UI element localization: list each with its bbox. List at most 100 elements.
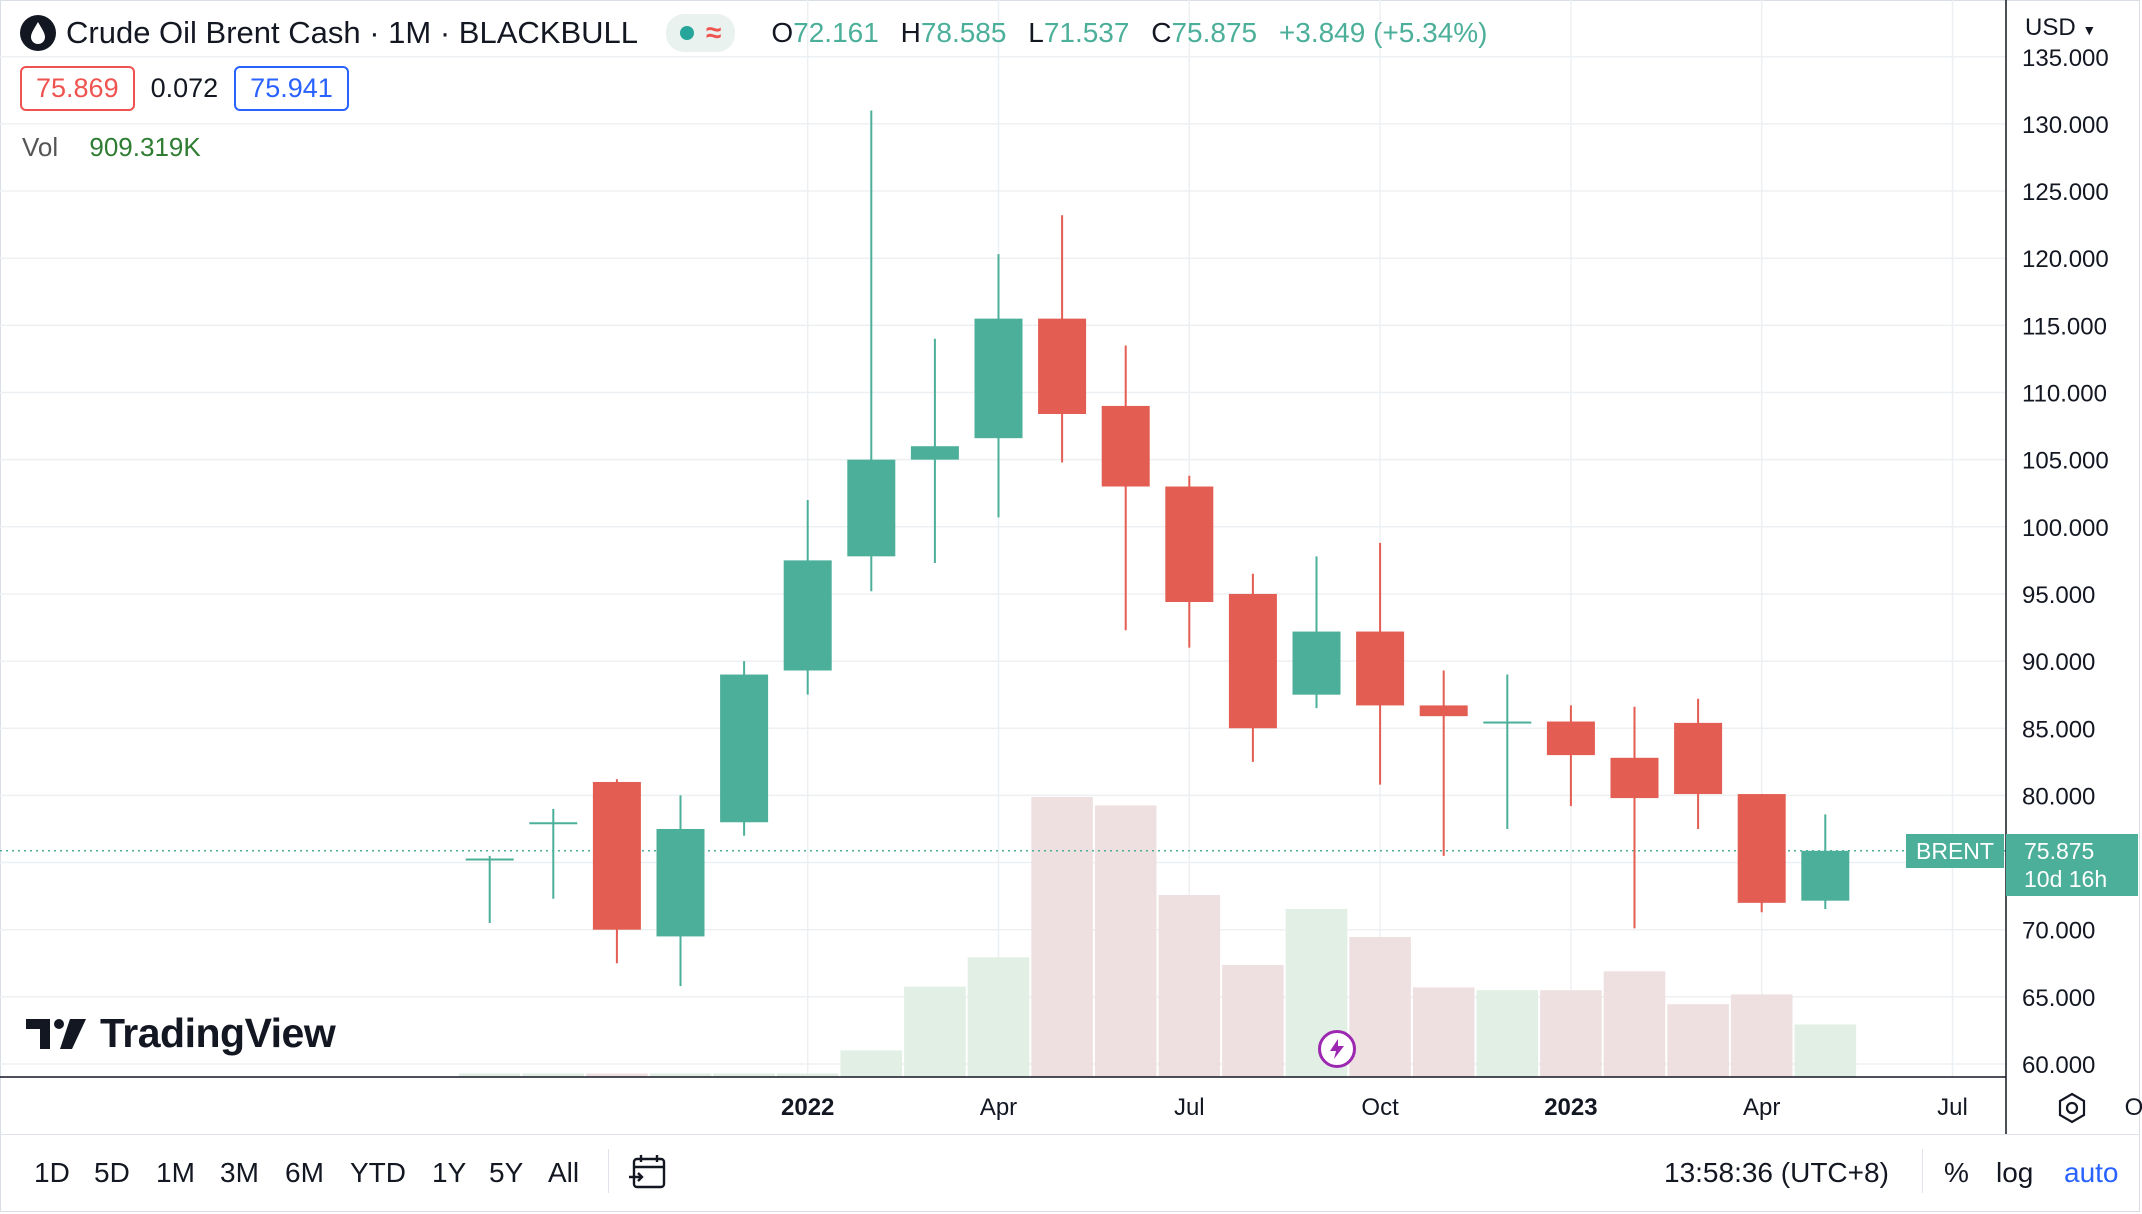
- candle-body: [1610, 757, 1659, 799]
- price-tick-label: 105.000: [2022, 448, 2109, 475]
- candle-body: [592, 781, 641, 930]
- timeframe-1y[interactable]: 1Y: [432, 1157, 467, 1188]
- log-scale-toggle[interactable]: log: [1996, 1157, 2034, 1188]
- volume-bar: [1222, 965, 1284, 1077]
- candle-body: [974, 318, 1023, 439]
- candle-body: [1101, 405, 1150, 487]
- candle-body: [783, 560, 832, 671]
- volume-bar: [967, 957, 1030, 1077]
- volume-bar: [1603, 971, 1666, 1077]
- candle-body: [1038, 318, 1087, 414]
- spread-value: 0.072: [150, 73, 219, 103]
- time-tick-label: Apr: [1743, 1094, 1780, 1121]
- date-range-calendar-icon[interactable]: [628, 1153, 670, 1193]
- price-tick-label: 100.000: [2022, 515, 2109, 542]
- currency-selector[interactable]: USD ▼: [2025, 14, 2096, 42]
- time-axis[interactable]: 2022AprJulOct2023AprJulOct2024: [781, 1094, 2142, 1121]
- time-tick-label: Apr: [980, 1094, 1017, 1121]
- sell-price-button[interactable]: 75.869: [20, 66, 135, 111]
- candle-body: [910, 446, 959, 460]
- bid-ask-panel: 75.869 0.072 75.941: [20, 66, 349, 111]
- candle-body: [529, 822, 578, 825]
- candle-body: [1292, 631, 1341, 695]
- ohlc-readout: O72.161 H78.585 L71.537 C75.875 +3.849 (…: [771, 17, 1488, 48]
- candlesticks: [465, 110, 1850, 987]
- currency-label: USD: [2025, 14, 2076, 41]
- volume-bar: [1476, 990, 1539, 1077]
- price-tick-label: 90.000: [2022, 649, 2095, 676]
- time-tick-label: 2022: [781, 1094, 834, 1121]
- price-tick-label: 120.000: [2022, 246, 2109, 273]
- volume-legend[interactable]: Vol 909.319K: [22, 132, 201, 163]
- toolbar-divider: [608, 1149, 609, 1193]
- candle-body: [1546, 721, 1595, 756]
- price-tick-label: 70.000: [2022, 918, 2095, 945]
- timeframe-6m[interactable]: 6M: [285, 1157, 324, 1188]
- time-tick-label: Oct: [2125, 1094, 2142, 1121]
- candle-body: [1356, 631, 1405, 706]
- volume-bar: [713, 1073, 775, 1077]
- candle-body: [1165, 486, 1214, 603]
- time-tick-label: Jul: [1174, 1094, 1205, 1121]
- toolbar-divider: [1922, 1149, 1923, 1193]
- candle-body: [720, 674, 769, 823]
- price-tick-label: 130.000: [2022, 112, 2109, 139]
- settings-gear-icon[interactable]: [2054, 1090, 2090, 1126]
- timeframe-5y[interactable]: 5Y: [489, 1157, 524, 1188]
- symbol-title[interactable]: Crude Oil Brent Cash · 1M · BLACKBULL: [66, 15, 638, 50]
- volume-bars: [458, 797, 1857, 1077]
- price-tick-label: 125.000: [2022, 179, 2109, 206]
- market-status-pill[interactable]: ≈: [666, 14, 736, 52]
- oil-drop-icon: [20, 15, 56, 51]
- buy-price-button[interactable]: 75.941: [234, 66, 349, 111]
- time-tick-label: Jul: [1937, 1094, 1968, 1121]
- candle-body: [465, 858, 514, 861]
- candle-body: [1228, 593, 1277, 729]
- candle-body: [1801, 850, 1850, 901]
- auto-scale-toggle[interactable]: auto: [2064, 1157, 2119, 1188]
- volume-bar: [458, 1073, 521, 1077]
- volume-bar: [1158, 895, 1221, 1077]
- price-tick-label: 85.000: [2022, 716, 2095, 743]
- timeframe-5d[interactable]: 5D: [94, 1157, 130, 1188]
- timeframe-1m[interactable]: 1M: [156, 1157, 195, 1188]
- volume-bar: [1794, 1024, 1857, 1077]
- price-tick-label: 60.000: [2022, 1052, 2095, 1079]
- price-tick-label: 80.000: [2022, 783, 2095, 810]
- timeframe-ytd[interactable]: YTD: [350, 1157, 406, 1188]
- price-axis[interactable]: 60.00065.00070.00075.00080.00085.00090.0…: [2022, 45, 2109, 1079]
- price-tick-label: 115.000: [2022, 313, 2107, 340]
- price-tick-label: 110.000: [2022, 381, 2107, 408]
- timeframe-all[interactable]: All: [548, 1157, 580, 1188]
- candle-body: [1483, 721, 1532, 724]
- clock-readout[interactable]: 13:58:36 (UTC+8): [1664, 1157, 1889, 1188]
- candle-body: [656, 828, 705, 937]
- symbol-price-tag: BRENT: [1906, 834, 2004, 868]
- percent-scale-toggle[interactable]: %: [1944, 1157, 1969, 1188]
- price-tick-label: 135.000: [2022, 45, 2109, 72]
- candle-body: [847, 459, 896, 557]
- volume-bar: [904, 986, 966, 1077]
- last-price-label: 75.875 10d 16h: [2006, 834, 2138, 896]
- last-price-value: 75.875: [2024, 838, 2095, 864]
- volume-bar: [649, 1073, 712, 1077]
- price-tick-label: 65.000: [2022, 985, 2095, 1012]
- volume-bar: [1730, 994, 1793, 1077]
- volume-bar: [840, 1050, 903, 1077]
- volume-bar: [1540, 990, 1602, 1077]
- volume-bar: [1412, 987, 1475, 1077]
- timeframe-3m[interactable]: 3M: [220, 1157, 259, 1188]
- volume-bar: [522, 1073, 585, 1077]
- volume-bar: [776, 1073, 839, 1077]
- data-delay-icon: ≈: [706, 17, 722, 48]
- symbol-tag-label: BRENT: [1916, 837, 1994, 864]
- tradingview-logo[interactable]: TradingView: [26, 1010, 336, 1057]
- lightning-icon[interactable]: [1318, 1030, 1356, 1068]
- bottom-toolbar: 1D 5D 1M 3M 6M YTD 1Y 5Y All 13:58:36 (U…: [0, 1134, 2140, 1213]
- candle-body: [1737, 794, 1786, 903]
- candle-body: [1674, 722, 1723, 795]
- timeframe-1d[interactable]: 1D: [34, 1157, 70, 1188]
- gridlines: [0, 0, 2006, 1077]
